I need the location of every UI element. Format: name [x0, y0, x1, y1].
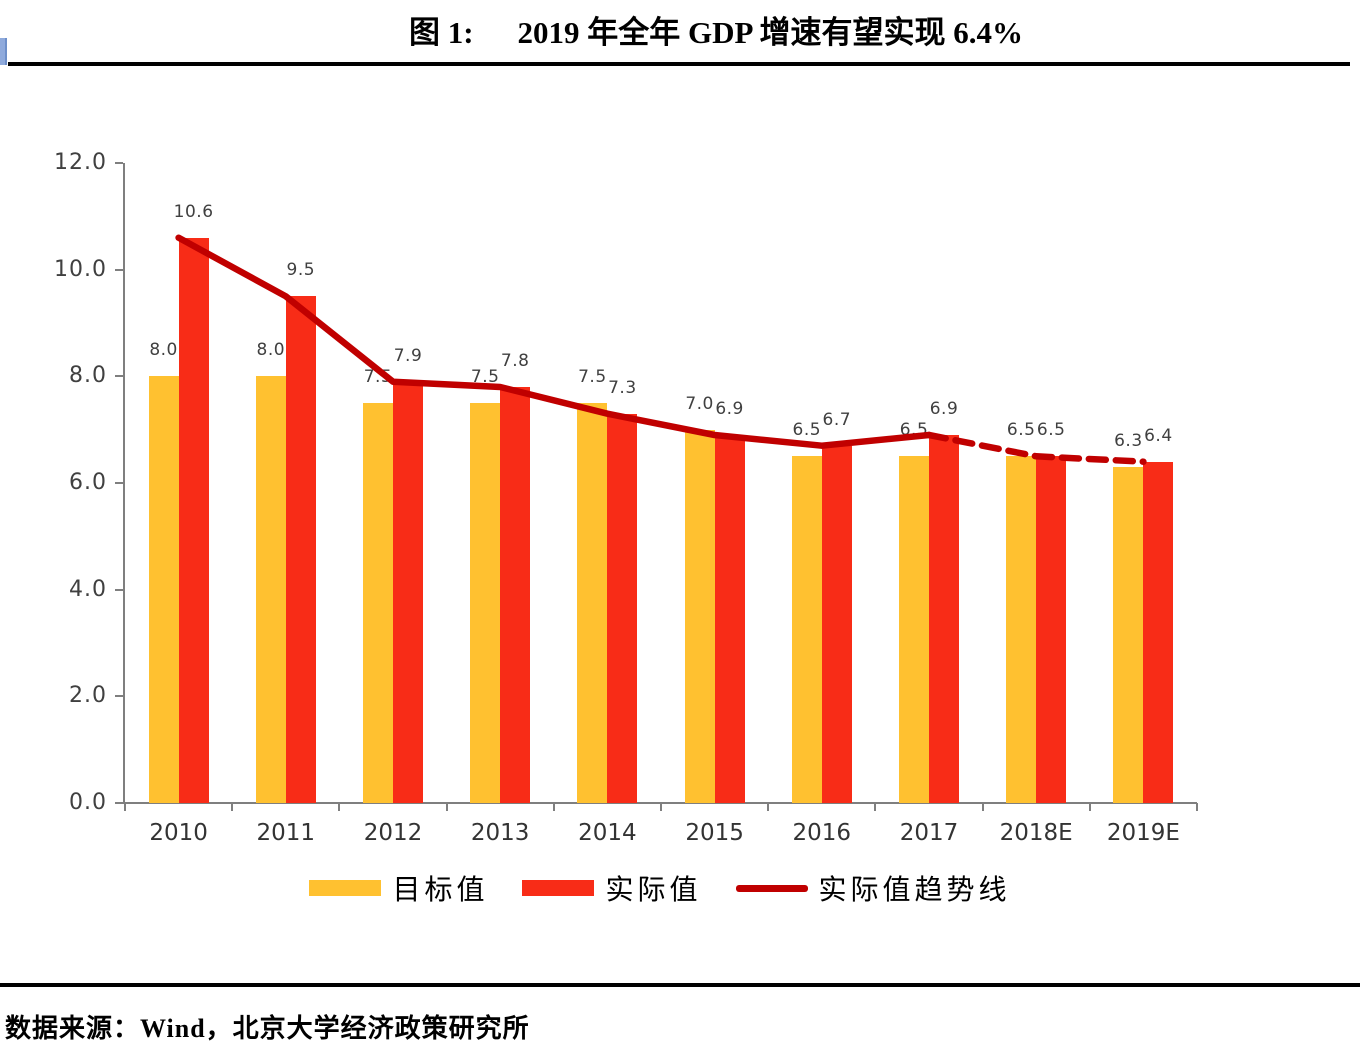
data-label: 6.7 — [822, 409, 852, 430]
x-axis-label: 2019E — [1106, 820, 1180, 846]
data-label: 10.6 — [173, 201, 214, 222]
legend-label: 实际值 — [605, 875, 702, 906]
x-axis-tick — [1088, 803, 1091, 811]
x-axis-tick — [445, 803, 448, 811]
legend-label: 实际值趋势线 — [818, 875, 1011, 906]
x-axis-tick — [874, 803, 877, 811]
data-source-note: 数据来源：Wind，北京大学经济政策研究所 — [5, 1014, 530, 1043]
data-label: 9.5 — [286, 260, 316, 281]
actual-bar — [285, 296, 316, 803]
target-bar — [255, 376, 286, 803]
data-label: 6.5 — [1036, 420, 1066, 441]
data-label: 6.5 — [899, 420, 929, 441]
data-label: 7.8 — [500, 351, 530, 371]
y-axis-tick-label: 12.0 — [54, 150, 107, 175]
y-axis-tick — [115, 695, 123, 698]
x-axis-tick — [767, 803, 770, 811]
legend-item-trend: 实际值趋势线 — [735, 868, 1011, 908]
data-label: 7.5 — [363, 367, 393, 387]
actual-bar — [1036, 456, 1067, 803]
legend-item-series: 目标值 — [309, 868, 488, 908]
x-axis-tick — [1196, 803, 1198, 811]
x-axis-label: 2017 — [899, 820, 959, 846]
x-axis-tick — [660, 803, 662, 811]
actual-bar — [1143, 461, 1174, 803]
x-axis-tick — [552, 803, 555, 811]
actual-bar — [607, 413, 638, 803]
actual-bar — [821, 445, 852, 803]
legend-line-swatch — [735, 884, 808, 892]
y-axis-tick — [115, 162, 123, 164]
x-axis-tick — [231, 803, 234, 811]
y-axis-tick-label: 2.0 — [69, 683, 107, 709]
title-divider — [8, 62, 1350, 66]
y-axis-tick-label: 0.0 — [69, 790, 107, 815]
data-label: 6.9 — [715, 399, 744, 419]
target-bar — [577, 403, 608, 803]
x-axis-label: 2016 — [792, 820, 852, 846]
y-axis-tick-label: 6.0 — [69, 470, 107, 495]
actual-bar — [393, 381, 423, 803]
data-label: 8.0 — [256, 340, 286, 361]
legend-label: 目标值 — [392, 875, 489, 906]
y-axis-line — [123, 163, 125, 803]
target-bar — [791, 456, 822, 803]
y-axis-tick — [115, 588, 123, 591]
figure-title-text: 2019 年全年 GDP 增速有望实现 6.4% — [517, 15, 1024, 50]
y-axis-tick — [115, 268, 123, 271]
target-bar — [363, 403, 393, 803]
legend-color-swatch — [309, 880, 382, 896]
x-axis-label: 2013 — [470, 820, 530, 846]
actual-bar — [500, 387, 531, 803]
data-label: 6.4 — [1144, 425, 1173, 446]
legend-item-series: 实际值 — [522, 868, 701, 908]
x-axis-tick — [124, 803, 126, 811]
x-axis-label: 2014 — [578, 820, 637, 846]
data-label: 8.0 — [149, 340, 178, 361]
y-axis-tick — [115, 482, 123, 484]
x-axis-label: 2010 — [149, 820, 208, 846]
target-bar — [1006, 456, 1037, 803]
data-label: 7.3 — [608, 377, 637, 398]
x-axis-tick — [981, 803, 984, 811]
target-bar — [1113, 467, 1144, 803]
y-axis-tick — [115, 375, 123, 378]
target-bar — [470, 403, 501, 803]
target-bar — [899, 456, 929, 803]
target-bar — [684, 429, 715, 803]
figure-label: 图 1: — [408, 15, 474, 50]
legend-color-swatch — [522, 880, 595, 896]
data-label: 7.9 — [393, 345, 423, 366]
y-axis-tick-label: 10.0 — [54, 256, 107, 282]
figure-title: 图 1: 2019 年全年 GDP 增速有望实现 6.4% — [36, 7, 1360, 52]
actual-bar — [178, 237, 209, 803]
x-axis-label: 2015 — [685, 820, 744, 846]
x-axis-label: 2012 — [363, 820, 423, 846]
target-bar — [148, 376, 179, 803]
actual-bar — [929, 435, 959, 803]
left-margin-accent — [0, 38, 7, 65]
y-axis-tick-label: 4.0 — [69, 576, 107, 602]
x-axis-label: 2018E — [999, 820, 1073, 846]
x-axis-line — [117, 802, 1197, 804]
data-label: 6.9 — [929, 399, 959, 419]
chart-legend: 目标值 实际值 实际值趋势线 — [130, 866, 1190, 910]
x-axis-label: 2011 — [256, 820, 316, 846]
x-axis-tick — [338, 803, 341, 811]
actual-bar — [714, 435, 745, 803]
footer-divider — [0, 983, 1360, 987]
y-axis-tick-label: 8.0 — [69, 363, 107, 389]
y-axis-tick — [115, 802, 123, 804]
